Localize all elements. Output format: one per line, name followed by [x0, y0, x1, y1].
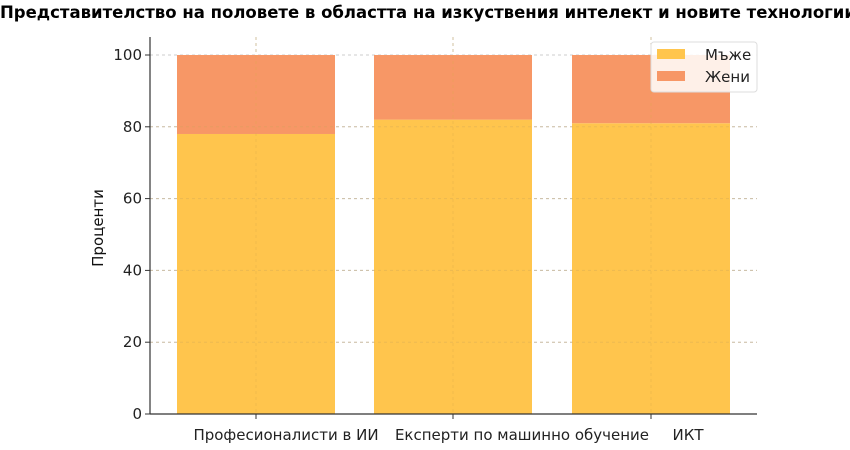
legend-label: Жени: [705, 68, 750, 86]
bar-segment: [572, 123, 730, 415]
y-tick-label: 80: [123, 118, 142, 136]
y-tick-label: 40: [123, 261, 142, 279]
category-label: Професионалисти в ИИ: [193, 426, 378, 444]
legend-swatch: [657, 71, 685, 81]
category-label: Експерти по машинно обучение: [395, 426, 649, 444]
y-tick-label: 60: [123, 190, 142, 208]
category-label: ИКТ: [672, 426, 704, 444]
legend-swatch: [657, 49, 685, 59]
y-tick-label: 0: [132, 405, 142, 423]
bar-segment: [374, 55, 532, 120]
bar-segment: [374, 119, 532, 415]
bar-segment: [177, 133, 335, 415]
ticks-layer: 0 20 40 60 80 100: [113, 46, 652, 423]
category-labels: Професионалисти в ИИ Експерти по машинно …: [193, 426, 704, 444]
legend: Мъже Жени: [650, 41, 758, 93]
y-tick-label: 100: [113, 46, 142, 64]
bars-layer: [150, 37, 757, 415]
chart-title: Представителство на половете в областта …: [0, 3, 850, 22]
y-tick-label: 20: [123, 333, 142, 351]
y-axis-label: Проценти: [89, 189, 107, 267]
legend-label: Мъже: [705, 46, 751, 64]
bar-segment: [177, 55, 335, 134]
